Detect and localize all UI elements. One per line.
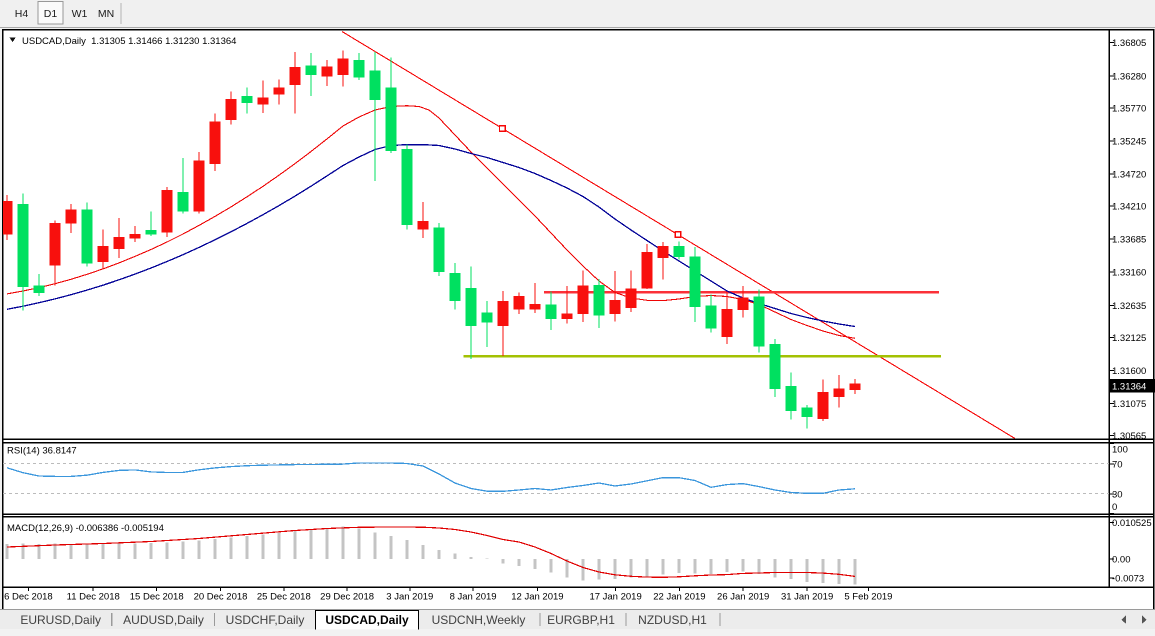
svg-text:22 Jan 2019: 22 Jan 2019: [653, 592, 705, 603]
svg-text:USDCAD,Daily 1.31305 1.31466: USDCAD,Daily 1.31305 1.31466 1.31230 1.3…: [22, 36, 236, 47]
svg-text:17 Jan 2019: 17 Jan 2019: [589, 592, 641, 603]
svg-text:1.36805: 1.36805: [1112, 38, 1146, 49]
svg-text:15 Dec 2018: 15 Dec 2018: [130, 592, 184, 603]
svg-text:USDCHF,Daily: USDCHF,Daily: [226, 613, 305, 627]
svg-text:1.34720: 1.34720: [1112, 170, 1146, 181]
svg-text:5 Feb 2019: 5 Feb 2019: [844, 592, 892, 603]
svg-text:1.36280: 1.36280: [1112, 71, 1146, 82]
svg-text:USDCAD,Daily: USDCAD,Daily: [325, 613, 409, 627]
svg-text:1.32125: 1.32125: [1112, 333, 1146, 344]
svg-text:MN: MN: [98, 8, 114, 20]
svg-text:1.33160: 1.33160: [1112, 268, 1146, 279]
svg-text:8 Jan 2019: 8 Jan 2019: [450, 592, 497, 603]
svg-text:1.32635: 1.32635: [1112, 301, 1146, 312]
svg-text:31 Jan 2019: 31 Jan 2019: [781, 592, 833, 603]
svg-text:100: 100: [1112, 445, 1128, 456]
svg-text:1.31600: 1.31600: [1112, 366, 1146, 377]
svg-text:1.31364: 1.31364: [1112, 381, 1146, 392]
svg-text:26 Jan 2019: 26 Jan 2019: [717, 592, 769, 603]
svg-text:-0.0073: -0.0073: [1112, 574, 1144, 585]
svg-text:0: 0: [1112, 502, 1117, 513]
svg-text:1.33685: 1.33685: [1112, 235, 1146, 246]
svg-text:30: 30: [1112, 490, 1123, 501]
svg-text:29 Dec 2018: 29 Dec 2018: [320, 592, 374, 603]
svg-text:D1: D1: [44, 8, 58, 20]
svg-text:1.35245: 1.35245: [1112, 137, 1146, 148]
svg-text:H4: H4: [15, 8, 29, 20]
svg-text:70: 70: [1112, 460, 1123, 471]
svg-text:AUDUSD,Daily: AUDUSD,Daily: [123, 613, 204, 627]
svg-text:1.35770: 1.35770: [1112, 103, 1146, 114]
svg-text:1.30565: 1.30565: [1112, 431, 1146, 442]
svg-text:25 Dec 2018: 25 Dec 2018: [257, 592, 311, 603]
svg-text:11 Dec 2018: 11 Dec 2018: [67, 592, 120, 603]
svg-text:6 Dec 2018: 6 Dec 2018: [4, 592, 53, 603]
svg-text:NZDUSD,H1: NZDUSD,H1: [638, 613, 707, 627]
svg-text:1.31075: 1.31075: [1112, 399, 1146, 410]
svg-text:EURUSD,Daily: EURUSD,Daily: [20, 613, 101, 627]
svg-text:EURGBP,H1: EURGBP,H1: [547, 613, 615, 627]
svg-text:1.34210: 1.34210: [1112, 202, 1146, 213]
svg-text:12 Jan 2019: 12 Jan 2019: [511, 592, 563, 603]
svg-text:USDCNH,Weekly: USDCNH,Weekly: [432, 613, 526, 627]
svg-text:MACD(12,26,9) -0.006386 -0.005: MACD(12,26,9) -0.006386 -0.005194: [7, 523, 164, 534]
svg-text:W1: W1: [72, 8, 88, 20]
svg-text:0.010525: 0.010525: [1112, 518, 1152, 529]
svg-text:RSI(14) 36.8147: RSI(14) 36.8147: [7, 446, 77, 457]
svg-text:3 Jan 2019: 3 Jan 2019: [386, 592, 433, 603]
svg-text:0.00: 0.00: [1112, 555, 1131, 566]
svg-text:20 Dec 2018: 20 Dec 2018: [194, 592, 248, 603]
